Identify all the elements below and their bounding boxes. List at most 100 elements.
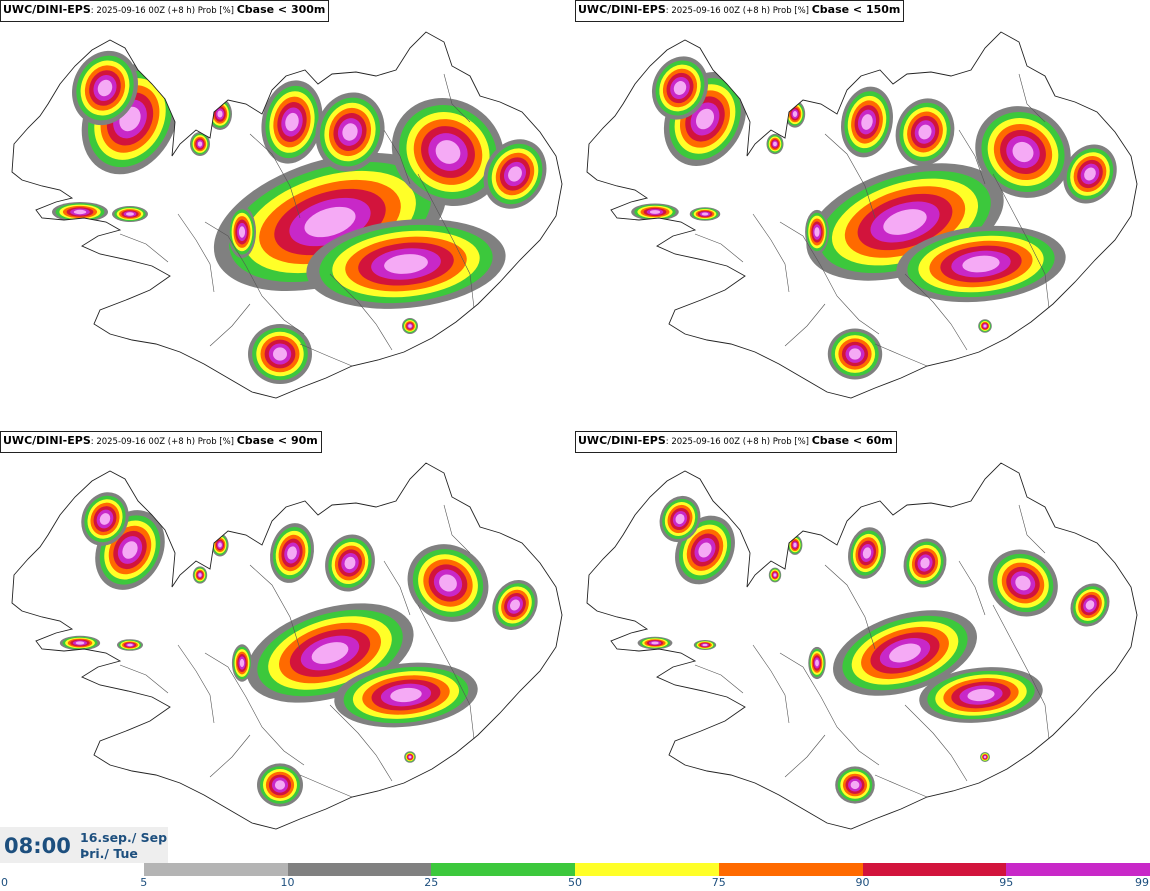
probability-contour <box>435 140 461 164</box>
boundary-line <box>874 343 928 367</box>
probability-contour <box>217 110 223 118</box>
probability-contour <box>889 643 921 663</box>
probability-contour <box>651 641 659 645</box>
boundary-line <box>329 704 393 782</box>
probability-contour <box>701 212 709 216</box>
probability-contour <box>792 111 798 117</box>
valid-date: 16.sep./ Sep <box>80 830 168 845</box>
colorbar-segment <box>862 863 1007 876</box>
panel-title: UWC/DINI-EPS: 2025-09-16 00Z (+8 h) Prob… <box>0 431 322 453</box>
boundary-line <box>383 560 411 616</box>
probability-contour <box>673 81 687 95</box>
probability-contour <box>344 556 356 570</box>
boundary-line <box>209 734 251 778</box>
boundary-line <box>249 564 301 650</box>
probability-contour <box>285 112 299 132</box>
probability-contour <box>408 324 412 328</box>
boundary-line <box>249 133 301 219</box>
probability-contour <box>274 780 286 790</box>
boundary-line <box>119 233 169 263</box>
probability-contour <box>508 166 522 182</box>
probability-contour <box>1085 600 1095 610</box>
probability-contour <box>311 642 349 664</box>
probability-contour <box>861 114 873 130</box>
probability-contour <box>983 324 987 328</box>
coastline <box>11 462 563 830</box>
boundary-line <box>1018 504 1046 554</box>
probability-contour <box>962 255 1000 273</box>
probability-contour <box>99 513 111 525</box>
probability-contour <box>239 658 245 668</box>
probability-contour <box>218 542 222 548</box>
boundary-line <box>119 664 169 694</box>
colorbar-tick-label: 95 <box>999 876 1014 889</box>
iceland-map <box>11 462 563 830</box>
colorbar-segment <box>287 863 432 876</box>
probability-contour <box>127 643 133 647</box>
boundary-line <box>784 303 826 347</box>
probability-contour <box>73 209 87 215</box>
probability-contour <box>918 124 932 140</box>
probability-contour <box>342 123 358 141</box>
boundary-line <box>177 644 215 724</box>
probability-contour <box>793 542 797 548</box>
colorbar-segment <box>575 863 720 876</box>
boundary-line <box>204 221 305 335</box>
colorbar-segment <box>1006 863 1150 876</box>
boundary-line <box>779 221 880 335</box>
colorbar-tick-label: 5 <box>140 876 148 889</box>
boundary-line <box>417 173 475 309</box>
probability-contour <box>304 206 356 238</box>
probability-contour <box>850 780 860 790</box>
boundary-line <box>752 644 790 724</box>
probability-contour <box>126 212 134 216</box>
probability-contour <box>122 541 138 559</box>
colorbar-tick-label: 99 <box>1135 876 1149 889</box>
boundary-line <box>299 343 353 367</box>
panel-2: UWC/DINI-EPS: 2025-09-16 00Z (+8 h) Prob… <box>575 0 1150 430</box>
panel-1: UWC/DINI-EPS: 2025-09-16 00Z (+8 h) Prob… <box>0 0 575 430</box>
iceland-map <box>11 31 563 399</box>
coastline <box>11 31 563 399</box>
probability-contour <box>967 688 995 702</box>
boundary-line <box>694 664 744 694</box>
panel-title: UWC/DINI-EPS: 2025-09-16 00Z (+8 h) Prob… <box>0 0 330 22</box>
boundary-line <box>1018 73 1046 123</box>
boundary-line <box>209 303 251 347</box>
boundary-line <box>204 652 305 766</box>
boundary-line <box>383 129 411 185</box>
panel-4: UWC/DINI-EPS: 2025-09-16 00Z (+8 h) Prob… <box>575 431 1150 861</box>
boundary-line <box>784 734 826 778</box>
probability-contour <box>815 659 819 667</box>
probability-contour <box>439 574 457 592</box>
colorbar-tick-label: 75 <box>711 876 726 889</box>
boundary-line <box>958 129 986 185</box>
colorbar-segment <box>431 863 576 876</box>
boundary-line <box>904 704 968 782</box>
iceland-map <box>586 31 1138 399</box>
panel-title: UWC/DINI-EPS: 2025-09-16 00Z (+8 h) Prob… <box>575 431 897 453</box>
colorbar-segment <box>143 863 288 876</box>
probability-contour <box>849 348 861 360</box>
probability-contour <box>1015 575 1031 591</box>
panel-title: UWC/DINI-EPS: 2025-09-16 00Z (+8 h) Prob… <box>575 0 905 22</box>
probability-contour <box>509 599 521 611</box>
colorbar-tick-label: 10 <box>280 876 295 889</box>
panel-3: UWC/DINI-EPS: 2025-09-16 00Z (+8 h) Prob… <box>0 431 575 861</box>
boundary-line <box>992 173 1050 309</box>
boundary-line <box>177 213 215 293</box>
boundary-line <box>329 273 393 351</box>
boundary-line <box>752 213 790 293</box>
boundary-line <box>824 133 876 219</box>
iceland-map <box>586 462 1138 830</box>
valid-time-box: 08:00 16.sep./ Sep Þri./ Tue <box>0 827 168 863</box>
boundary-line <box>824 564 876 650</box>
boundary-line <box>694 233 744 263</box>
probability-contour <box>408 755 412 759</box>
probability-contour <box>862 547 872 559</box>
probability-contour <box>883 209 927 235</box>
probability-contour <box>390 687 422 703</box>
boundary-line <box>904 273 968 351</box>
colorbar-segment <box>0 863 145 876</box>
probability-contour <box>238 226 246 238</box>
